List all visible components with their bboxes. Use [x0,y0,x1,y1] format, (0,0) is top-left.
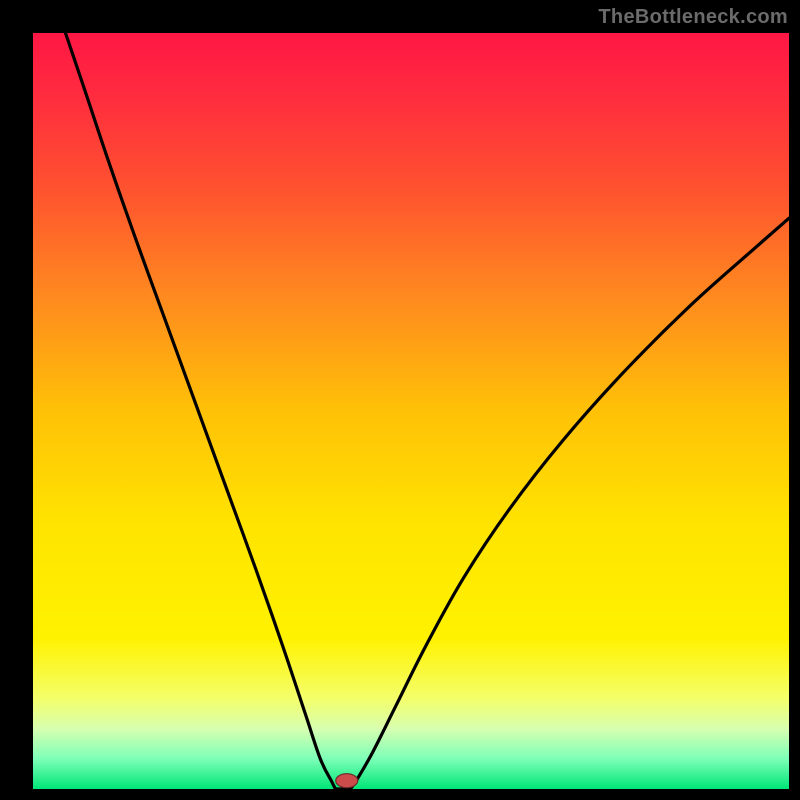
valley-marker [336,774,358,788]
bottleneck-curve [66,33,789,789]
plot-area [33,33,789,789]
curve-layer [33,33,789,789]
watermark-text: TheBottleneck.com [598,6,788,29]
